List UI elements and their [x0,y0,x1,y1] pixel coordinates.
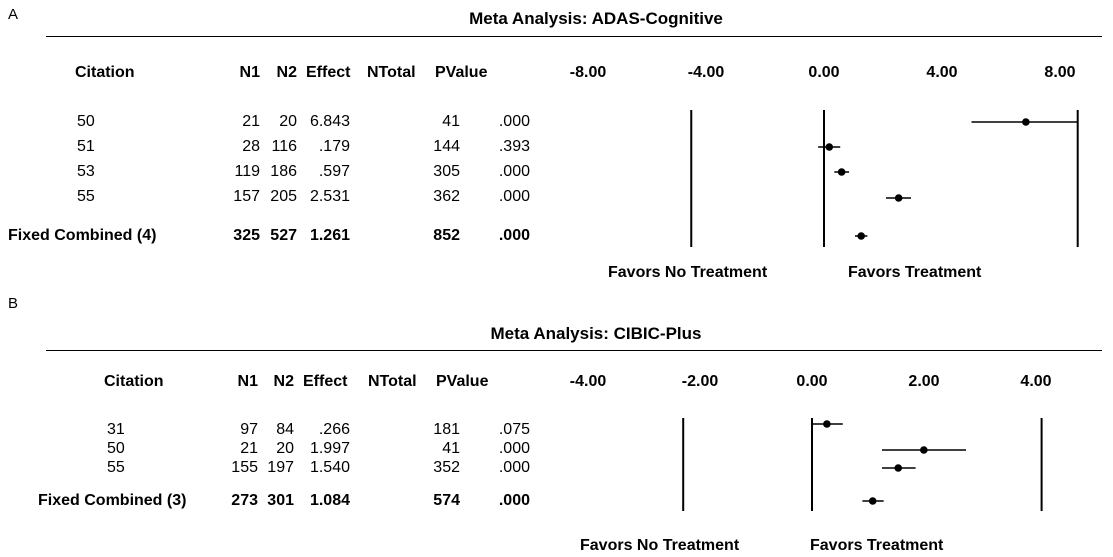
citation-cell: 51 [77,138,95,155]
pvalue-cell: .393 [498,138,530,155]
citation-cell: Fixed Combined (4) [8,227,157,244]
title-rule [46,350,1102,351]
header-n2: N2 [273,373,294,390]
pvalue-cell: .075 [498,421,530,438]
ntotal-cell: 852 [433,227,460,244]
panel-a: A Meta Analysis: ADAS-Cognitive Citation… [8,6,1102,281]
favors-left-label: Favors No Treatment [580,537,740,554]
ntotal-cell: 144 [433,138,460,155]
pvalue-cell: .000 [498,113,530,130]
chart-title: Meta Analysis: CIBIC-Plus [490,324,702,343]
n2-cell: 20 [276,440,294,457]
n2-cell: 197 [267,459,294,476]
effect-cell: 2.531 [309,188,350,205]
n1-cell: 325 [233,227,260,244]
ntotal-cell: 41 [442,440,460,457]
citation-cell: 50 [77,113,95,130]
x-tick-label: -2.00 [681,373,719,390]
effect-cell: 1.261 [309,227,350,244]
n2-cell: 84 [276,421,294,438]
citation-cell: 53 [77,163,95,180]
n1-cell: 155 [231,459,258,476]
point-estimate [1022,118,1030,126]
favors-right-label: Favors Treatment [848,264,982,281]
ntotal-cell: 305 [433,163,460,180]
effect-cell: 1.997 [309,440,350,457]
effect-cell: .266 [318,421,350,438]
x-tick-label: -8.00 [569,64,607,81]
header-pvalue: PValue [435,64,488,81]
effect-cell: 1.540 [309,459,350,476]
n2-cell: 205 [270,188,297,205]
point-estimate [825,143,834,151]
citation-cell: 31 [107,421,125,438]
point-estimate [857,232,865,240]
favors-left-label: Favors No Treatment [608,264,768,281]
x-tick-label: 4.00 [926,64,958,81]
n2-cell: 20 [279,113,297,130]
n1-cell: 28 [242,138,260,155]
x-tick-label: 0.00 [796,373,828,390]
effect-cell: 1.084 [309,492,350,509]
effect-cell: .179 [318,138,350,155]
pvalue-cell: .000 [498,163,530,180]
citation-cell: 50 [107,440,125,457]
ntotal-cell: 41 [442,113,460,130]
ntotal-cell: 181 [433,421,460,438]
title-rule [46,36,1102,37]
x-tick-label: 0.00 [808,64,840,81]
pvalue-cell: .000 [498,492,530,509]
header-citation: Citation [75,64,135,81]
forest-plot-b [682,418,1043,511]
n1-cell: 273 [231,492,258,509]
header-effect: Effect [306,64,351,81]
header-effect: Effect [303,373,348,390]
header-citation: Citation [104,373,164,390]
x-tick-label: 2.00 [908,373,940,390]
favors-right-label: Favors Treatment [810,537,944,554]
point-estimate [823,420,831,428]
ntotal-cell: 352 [433,459,460,476]
citation-cell: 55 [77,188,95,205]
header-pvalue: PValue [436,373,489,390]
n2-cell: 527 [270,227,297,244]
header-ntotal: NTotal [367,64,416,81]
ntotal-cell: 362 [433,188,460,205]
n2-cell: 116 [271,138,297,155]
x-tick-label: 8.00 [1044,64,1076,81]
pvalue-cell: .000 [498,440,530,457]
ntotal-cell: 574 [433,492,460,509]
n1-cell: 21 [242,113,260,130]
citation-cell: 55 [107,459,125,476]
header-n1: N1 [239,64,260,81]
panel-label: A [8,6,19,23]
header-n1: N1 [237,373,258,390]
pvalue-cell: .000 [498,227,530,244]
n1-cell: 97 [240,421,258,438]
point-estimate [920,446,928,454]
citation-cell: Fixed Combined (3) [38,492,187,509]
n1-cell: 157 [233,188,260,205]
effect-cell: .597 [318,163,350,180]
point-estimate [868,497,877,505]
chart-title: Meta Analysis: ADAS-Cognitive [469,9,723,28]
pvalue-cell: .000 [498,459,530,476]
point-estimate [894,464,903,472]
forest-plot-a [690,110,1079,247]
panel-label: B [8,295,19,312]
x-tick-label: -4.00 [569,373,607,390]
x-tick-label: 4.00 [1020,373,1052,390]
n1-cell: 21 [240,440,258,457]
point-estimate [837,168,846,176]
header-n2: N2 [276,64,297,81]
n1-cell: 119 [234,163,260,180]
n2-cell: 186 [270,163,297,180]
effect-cell: 6.843 [309,113,350,130]
point-estimate [894,194,903,202]
header-ntotal: NTotal [368,373,417,390]
x-tick-label: -4.00 [687,64,725,81]
n2-cell: 301 [267,492,294,509]
pvalue-cell: .000 [498,188,530,205]
panel-b: B Meta Analysis: CIBIC-Plus Citation N1 … [0,290,1113,557]
